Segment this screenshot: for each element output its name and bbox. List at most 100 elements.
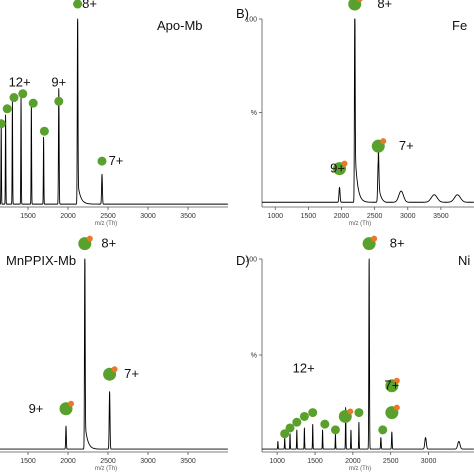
panel-d-ni: D) Ni 1000 1500 2000 2500 3000 m/z (Th) 100% 8+… <box>236 235 474 472</box>
charge-state-label: 7+ <box>384 378 399 393</box>
species-marker <box>385 404 400 420</box>
protein-sphere-icon <box>299 411 309 421</box>
spectrum-trace <box>0 18 229 205</box>
protein-sphere-icon <box>354 408 364 418</box>
protein-sphere-icon <box>73 0 83 9</box>
ion-marker <box>371 138 387 153</box>
charge-state-label: 7+ <box>109 153 124 168</box>
ion-marker <box>385 377 400 393</box>
heme-dot-icon <box>380 138 387 145</box>
ion-marker <box>78 235 93 251</box>
protein-sphere-icon <box>292 417 302 427</box>
protein-sphere-icon <box>54 96 64 106</box>
protein-sphere-icon <box>97 156 107 166</box>
protein-sphere-icon <box>285 423 295 433</box>
x-tick-label: 3000 <box>400 213 416 220</box>
heme-dot-icon <box>356 0 363 3</box>
x-tick-label: 1500 <box>307 458 323 465</box>
charge-state-label: 8+ <box>82 0 97 11</box>
panel-b-title: Fe <box>452 18 467 33</box>
panel-b-fe: B) Fe 1000 1500 2000 2500 3000 3500 m/z (Th) 10… <box>236 0 474 227</box>
heme-dot-icon <box>347 408 354 415</box>
x-tick-label: 1500 <box>20 458 36 465</box>
protein-sphere-icon <box>39 126 49 136</box>
panel-d-letter: D) <box>236 253 250 268</box>
species-marker <box>292 417 302 427</box>
x-tick-label: 3500 <box>180 458 196 465</box>
heme-dot-icon <box>341 160 348 167</box>
protein-sphere-icon <box>0 119 6 129</box>
charge-state-label: 9+ <box>51 75 66 90</box>
x-tick-label: 3000 <box>140 458 156 465</box>
spectrum-trace <box>261 18 474 203</box>
panel-a-title: Apo-Mb <box>157 18 203 33</box>
species-marker <box>0 119 6 129</box>
x-tick-label: 3000 <box>140 213 156 220</box>
panel-d-title: Ni <box>458 253 470 268</box>
panel-c-title: MnPPIX-Mb <box>6 253 76 268</box>
heme-dot-icon <box>86 235 93 242</box>
x-tick-label: 2000 <box>60 458 76 465</box>
charge-state-label: 7+ <box>399 138 414 153</box>
species-marker <box>280 429 290 439</box>
species-marker <box>39 126 49 136</box>
x-tick-label: 2500 <box>100 458 116 465</box>
panel-c-mnppix-mb: MnPPIX-Mb 1500 2000 2500 3000 3500 m/z (Th) 8+… <box>0 235 229 472</box>
x-tick-label: 2500 <box>367 213 383 220</box>
x-tick-label: 1000 <box>267 213 283 220</box>
heme-dot-icon <box>68 400 74 407</box>
species-marker <box>18 89 28 99</box>
species-marker <box>28 98 38 108</box>
heme-dot-icon <box>393 404 400 411</box>
y-tick-label: % <box>251 110 257 117</box>
charge-state-label: 7+ <box>124 366 139 381</box>
species-marker <box>330 425 340 435</box>
protein-sphere-icon <box>330 425 340 435</box>
x-tick-label: 2500 <box>100 213 116 220</box>
x-tick-label: 2500 <box>383 458 399 465</box>
species-marker <box>320 419 330 429</box>
x-tick-label: 3000 <box>421 458 437 465</box>
ion-marker <box>73 0 83 9</box>
x-tick-label: 1500 <box>301 213 317 220</box>
charge-state-label: 12+ <box>9 75 31 90</box>
x-axis-title: m/z (Th) <box>349 466 371 472</box>
x-tick-label: 2000 <box>60 213 76 220</box>
x-tick-label: 3500 <box>433 213 449 220</box>
charge-state-label: 8+ <box>390 236 405 251</box>
x-tick-label: 1000 <box>269 458 285 465</box>
ion-marker <box>333 160 348 176</box>
charge-state-label: 9+ <box>29 401 44 416</box>
charge-state-label: 8+ <box>377 0 392 11</box>
species-marker <box>2 104 12 114</box>
ion-marker <box>59 400 74 416</box>
protein-sphere-icon <box>9 93 19 103</box>
x-tick-label: 1500 <box>20 213 36 220</box>
x-tick-label: 2000 <box>345 458 361 465</box>
y-tick-label: 100 <box>245 257 257 264</box>
protein-sphere-icon <box>308 408 318 418</box>
y-tick-label: 100 <box>245 17 257 24</box>
species-marker <box>54 96 64 106</box>
y-tick-label: % <box>251 353 257 360</box>
protein-sphere-icon <box>378 425 388 435</box>
charge-state-label: 9+ <box>330 161 345 176</box>
panel-a-apo-mb: Apo-Mb 1500 2000 2500 3000 3500 m/z (Th) 8+ 12+… <box>0 0 229 227</box>
protein-sphere-icon <box>2 104 12 114</box>
protein-sphere-icon <box>18 89 28 99</box>
x-tick-label: 3500 <box>180 213 196 220</box>
ion-marker <box>97 156 107 166</box>
protein-sphere-icon <box>348 0 362 11</box>
protein-sphere-icon <box>280 429 290 439</box>
ion-marker <box>348 0 363 11</box>
x-tick-label: 2000 <box>334 213 350 220</box>
heme-dot-icon <box>111 366 118 373</box>
ion-marker <box>103 366 118 381</box>
x-axis-title: m/z (Th) <box>349 221 371 227</box>
species-marker <box>9 93 19 103</box>
x-axis-title: m/z (Th) <box>95 221 117 227</box>
species-marker <box>378 425 388 435</box>
ion-marker <box>362 235 378 251</box>
protein-sphere-icon <box>320 419 330 429</box>
